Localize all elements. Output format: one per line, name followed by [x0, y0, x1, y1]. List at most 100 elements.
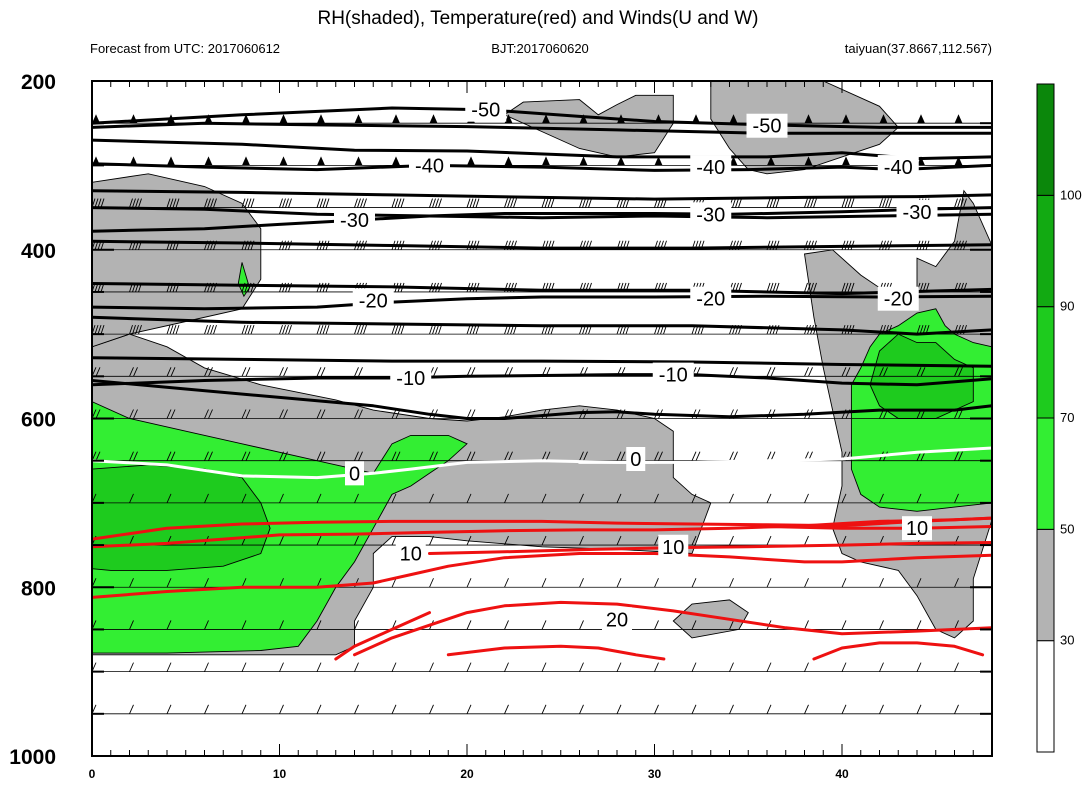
wind-barb-650-12-0: [316, 451, 322, 461]
wind-barb-500-20-0: [466, 324, 471, 335]
contour-label-bg-15: [626, 447, 646, 471]
contour-label--40: -40: [415, 155, 444, 177]
colorbar-bin-90: [1036, 194, 1055, 308]
xtick-label-20: 20: [460, 767, 474, 781]
wind-barb-900-26-0: [579, 662, 584, 672]
wind-barb-350-8-2: [247, 198, 252, 208]
wind-flag-300-38: [804, 156, 813, 166]
wind-barb-550-42-0: [879, 367, 884, 377]
wind-barb-350-0-1: [94, 198, 99, 208]
contour-label-10: 10: [662, 537, 684, 559]
wind-barb-350-6-0: [204, 198, 208, 208]
wind-barb-500-16-1: [394, 324, 399, 335]
wind-barb-550-10-1: [283, 367, 288, 377]
wind-barb-650-32-1: [695, 451, 701, 461]
wind-barb-950-34-0: [729, 704, 734, 714]
wind-barb-500-12-0: [316, 324, 321, 335]
wind-barb-400-20-1: [469, 240, 474, 250]
wind-barb-600-6-0: [204, 409, 209, 419]
wind-barb-850-44-0: [916, 620, 922, 630]
temp-contour-10-17: [92, 516, 992, 549]
temp-contour-20-22: [334, 611, 431, 661]
wind-barb-950-28-0: [616, 704, 622, 714]
temp-contour-10-16: [92, 516, 992, 541]
wind-barb-350-40-2: [847, 198, 852, 208]
wind-barb-500-0-3: [100, 324, 105, 335]
wind-barb-650-14-1: [358, 451, 363, 461]
wind-barb-350-42-1: [882, 198, 886, 208]
wind-barb-350-48-2: [998, 199, 1001, 208]
wind-barb-650-26-0: [579, 451, 584, 461]
colorbar-bin-100: [1036, 83, 1055, 196]
contour-label-10: 10: [906, 518, 928, 540]
wind-barb-350-12-1: [319, 198, 324, 208]
wind-barb-350-20-3: [475, 198, 480, 208]
wind-flag-300-14: [354, 156, 363, 166]
wind-barb-450-38-0: [804, 282, 808, 293]
wind-barb-700-20-0: [466, 493, 472, 504]
wind-barb-800-34-0: [729, 578, 734, 588]
wind-barb-900-40-0: [841, 662, 847, 672]
wind-barb-800-2-0: [129, 578, 134, 588]
wind-barb-800-36-0: [766, 578, 772, 588]
temp-contour--20-9: [92, 315, 992, 336]
contour-label-bg-7: [896, 199, 938, 224]
contour-label--20: -20: [884, 289, 913, 311]
wind-flag-300-22: [504, 156, 513, 166]
wind-barb-350-34-3: [738, 198, 742, 208]
wind-barb-650-18-0: [429, 451, 434, 461]
wind-barb-350-2-1: [132, 198, 136, 208]
wind-barb-600-0-1: [95, 409, 101, 419]
wind-barb-500-48-3: [1001, 325, 1004, 334]
wind-barb-600-12-1: [320, 409, 326, 419]
wind-barb-950-8-0: [241, 704, 247, 714]
wind-barb-850-40-0: [841, 620, 847, 630]
wind-barb-500-12-3: [325, 324, 330, 335]
wind-barb-700-46-0: [954, 493, 959, 504]
wind-barb-600-8-1: [245, 409, 251, 419]
wind-barb-700-24-0: [541, 493, 547, 504]
wind-barb-500-10-3: [288, 324, 292, 335]
contour-label-bg-9: [690, 286, 732, 311]
rh-region-30-2: [503, 94, 674, 158]
wind-barb-500-2-0: [129, 324, 133, 335]
wind-barb-800-30-0: [654, 578, 659, 588]
xtick-label-40: 40: [835, 767, 849, 781]
wind-barb-550-44-1: [920, 367, 926, 377]
wind-barb-450-40-2: [847, 282, 852, 293]
wind-barb-350-18-1: [432, 198, 436, 208]
wind-barb-750-20-0: [466, 535, 472, 546]
wind-barb-650-48-1: [996, 452, 1000, 461]
wind-flag-250-44: [917, 114, 925, 124]
contour-label-bg-12: [652, 362, 694, 387]
wind-flag-300-28: [617, 156, 625, 166]
wind-barb-350-0-2: [97, 198, 102, 208]
wind-flag-300-6: [204, 156, 213, 166]
wind-barb-650-30-1: [658, 451, 663, 461]
wind-barb-350-20-1: [469, 198, 474, 208]
wind-barb-800-8-0: [241, 578, 247, 588]
wind-flag-250-26: [579, 114, 588, 124]
wind-barb-550-14-1: [358, 367, 363, 377]
wind-barb-450-36-0: [766, 282, 771, 293]
wind-barb-450-48-1: [995, 283, 998, 292]
wind-barb-750-32-0: [691, 535, 697, 546]
wind-flag-250-40: [842, 114, 850, 124]
wind-barb-550-6-0: [204, 367, 209, 377]
wind-flag-250-0: [92, 114, 100, 124]
contour-label-bg-2: [409, 153, 450, 178]
wind-flag-250-38: [804, 114, 813, 124]
wind-barb-950-42-0: [879, 704, 884, 714]
wind-barb-500-20-3: [475, 324, 480, 335]
wind-barb-350-4-2: [172, 198, 177, 208]
wind-barb-500-8-0: [241, 324, 246, 335]
wind-barb-650-30-0: [654, 451, 659, 461]
wind-barb-350-6-2: [210, 198, 214, 208]
wind-barb-500-18-2: [435, 324, 439, 335]
temp-contour--50-0: [92, 106, 992, 129]
wind-barb-550-12-0: [316, 367, 322, 377]
wind-barb-400-10-1: [282, 240, 286, 250]
wind-barb-350-16-3: [400, 198, 405, 208]
wind-barb-400-10-0: [279, 240, 283, 250]
wind-barb-350-46-2: [960, 198, 964, 208]
